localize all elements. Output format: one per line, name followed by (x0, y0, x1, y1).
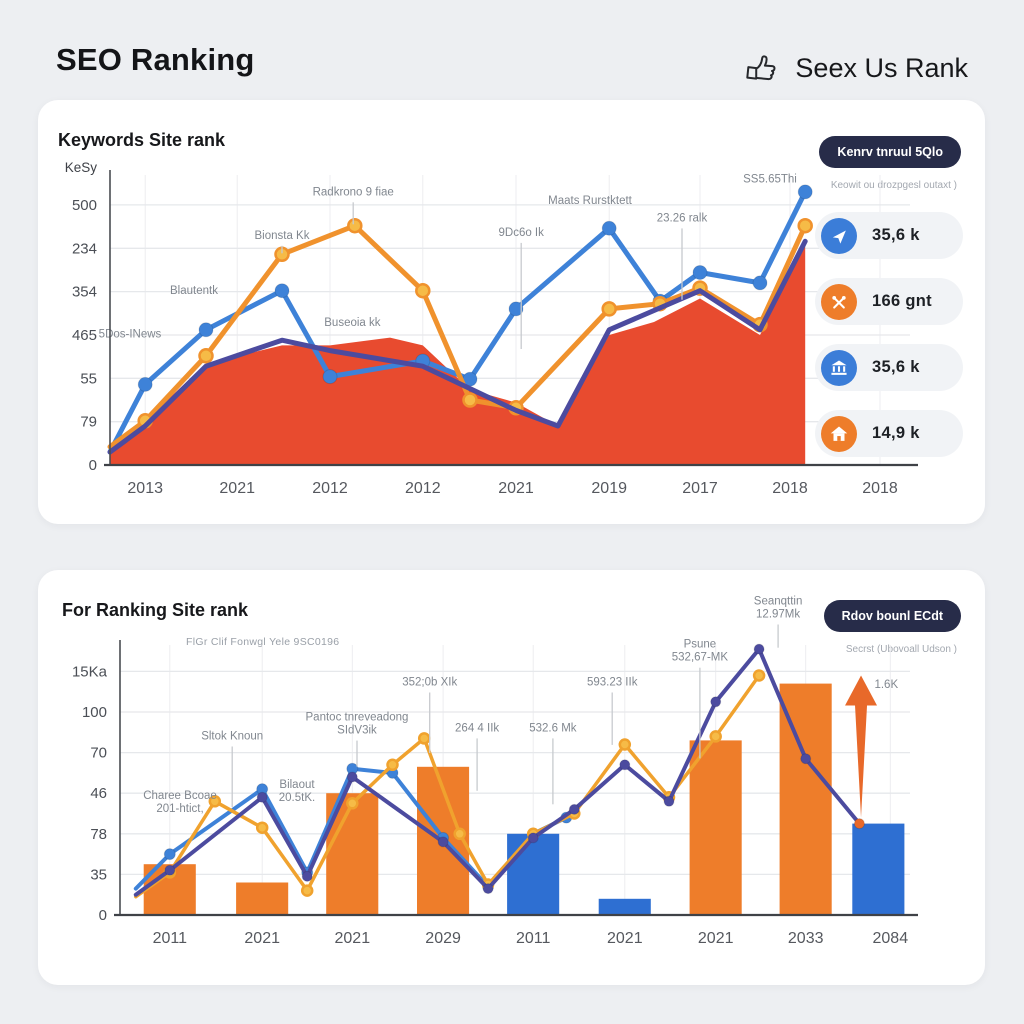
svg-text:9Dc6o Ik: 9Dc6o Ik (499, 227, 545, 239)
svg-text:SIdV3ik: SIdV3ik (337, 725, 377, 737)
svg-text:264 4 IIk: 264 4 IIk (455, 722, 499, 734)
svg-text:2017: 2017 (682, 480, 718, 497)
svg-text:Bilaout: Bilaout (279, 779, 315, 791)
svg-text:2018: 2018 (772, 480, 808, 497)
svg-text:78: 78 (90, 826, 107, 843)
svg-text:15Ka: 15Ka (72, 663, 108, 680)
stat-pill[interactable]: 35,6 k (815, 344, 963, 391)
svg-text:1.6K: 1.6K (874, 679, 898, 691)
svg-text:5Dos-INews: 5Dos-INews (99, 328, 162, 340)
home-icon (821, 415, 857, 452)
svg-text:12.97Mk: 12.97Mk (756, 609, 800, 621)
svg-text:Sltok Knoun: Sltok Knoun (201, 731, 263, 743)
keywords-chart: 2013 2021 2012 2012 2021 2019 2017 2018 2018 500 2… (65, 160, 918, 497)
svg-text:79: 79 (80, 414, 97, 431)
stats-list: 35,6 k 166 gnt (815, 212, 963, 457)
panel1-button-subtext: Keowit ou drozpgesl outaxt ) (830, 180, 957, 191)
svg-text:354: 354 (72, 284, 97, 301)
svg-text:2011: 2011 (516, 930, 551, 947)
svg-text:2033: 2033 (788, 930, 824, 947)
svg-text:532.6 Mk: 532.6 Mk (529, 722, 577, 734)
svg-text:2011: 2011 (153, 930, 188, 947)
svg-text:2018: 2018 (862, 480, 898, 497)
tools-icon (821, 283, 857, 320)
svg-text:2012: 2012 (405, 480, 441, 497)
panel1-title: Keywords Site rank (58, 130, 226, 150)
panel1-action-button[interactable]: Kenrv tnruul 5Qlo (819, 136, 961, 168)
brand[interactable]: Seex Us Rank (741, 44, 968, 93)
svg-text:Psune: Psune (684, 639, 717, 651)
stat-value: 35,6 k (872, 358, 920, 376)
navigation-icon (821, 217, 857, 254)
thumbs-up-icon (741, 44, 783, 93)
svg-text:35: 35 (90, 866, 107, 883)
keywords-panel: Keywords Site rank Kenrv tnruul 5Qlo Keo… (38, 100, 985, 524)
brand-label: Seex Us Rank (795, 53, 968, 83)
svg-text:Charee Bcoae: Charee Bcoae (143, 790, 217, 802)
svg-text:2013: 2013 (127, 480, 163, 497)
stat-value: 35,6 k (872, 226, 920, 244)
svg-text:234: 234 (72, 240, 97, 257)
svg-text:500: 500 (72, 197, 97, 214)
svg-text:2021: 2021 (607, 930, 643, 947)
svg-text:2021: 2021 (498, 480, 534, 497)
svg-text:2021: 2021 (244, 930, 280, 947)
stat-pill[interactable]: 166 gnt (815, 278, 963, 325)
stat-pill[interactable]: 35,6 k (815, 212, 963, 259)
svg-text:2012: 2012 (312, 480, 348, 497)
svg-text:100: 100 (82, 704, 107, 721)
page-title: SEO Ranking (56, 42, 255, 77)
svg-text:Bionsta Kk: Bionsta Kk (255, 230, 310, 242)
svg-text:55: 55 (80, 370, 97, 387)
panel2-action-button[interactable]: Rdov bounl ECdt (823, 600, 961, 632)
ranking-panel: For Ranking Site rank FlGr Clif Fonwgl Y… (38, 570, 985, 985)
svg-text:352;0b XIk: 352;0b XIk (402, 677, 457, 689)
svg-text:2029: 2029 (425, 930, 461, 947)
svg-text:46: 46 (90, 785, 107, 802)
svg-text:20.5tK.: 20.5tK. (279, 792, 315, 804)
svg-text:2021: 2021 (335, 930, 371, 947)
svg-text:0: 0 (99, 907, 107, 924)
svg-text:Pantoc tnreveadong: Pantoc tnreveadong (306, 712, 409, 724)
svg-text:Buseoia kk: Buseoia kk (324, 317, 381, 329)
svg-text:2021: 2021 (219, 480, 255, 497)
svg-text:KeSy: KeSy (65, 160, 98, 175)
svg-text:Maats Rurstktett: Maats Rurstktett (548, 195, 633, 207)
panel2-title: For Ranking Site rank (62, 600, 249, 620)
svg-text:465: 465 (72, 327, 97, 344)
svg-text:23.26 ralk: 23.26 ralk (657, 212, 708, 224)
svg-text:Blautentk: Blautentk (170, 285, 218, 297)
svg-text:0: 0 (89, 457, 97, 474)
svg-text:532,67-MK: 532,67-MK (672, 652, 729, 664)
svg-text:2021: 2021 (698, 930, 734, 947)
svg-text:2084: 2084 (873, 930, 909, 947)
svg-text:Radkrono 9 fiae: Radkrono 9 fiae (313, 186, 394, 198)
panel2-subtitle: FlGr Clif Fonwgl Yele 9SC0196 (186, 636, 340, 648)
stat-pill[interactable]: 14,9 k (815, 410, 963, 457)
svg-text:SS5.65Thi: SS5.65Thi (743, 173, 797, 185)
stat-value: 14,9 k (872, 424, 920, 442)
stat-value: 166 gnt (872, 292, 932, 310)
svg-text:Seanqttin: Seanqttin (754, 596, 803, 608)
svg-text:2019: 2019 (591, 480, 627, 497)
svg-text:201-htict,: 201-htict, (156, 803, 203, 815)
bank-icon (821, 349, 857, 386)
svg-text:593.23 IIk: 593.23 IIk (587, 677, 638, 689)
svg-text:70: 70 (90, 745, 107, 762)
ranking-chart: 2011 2021 2021 2029 2011 2021 2021 2033 2084 15Ka… (72, 596, 918, 947)
panel2-button-subtext: Secrst (Ubovoall Udson ) (845, 644, 957, 655)
